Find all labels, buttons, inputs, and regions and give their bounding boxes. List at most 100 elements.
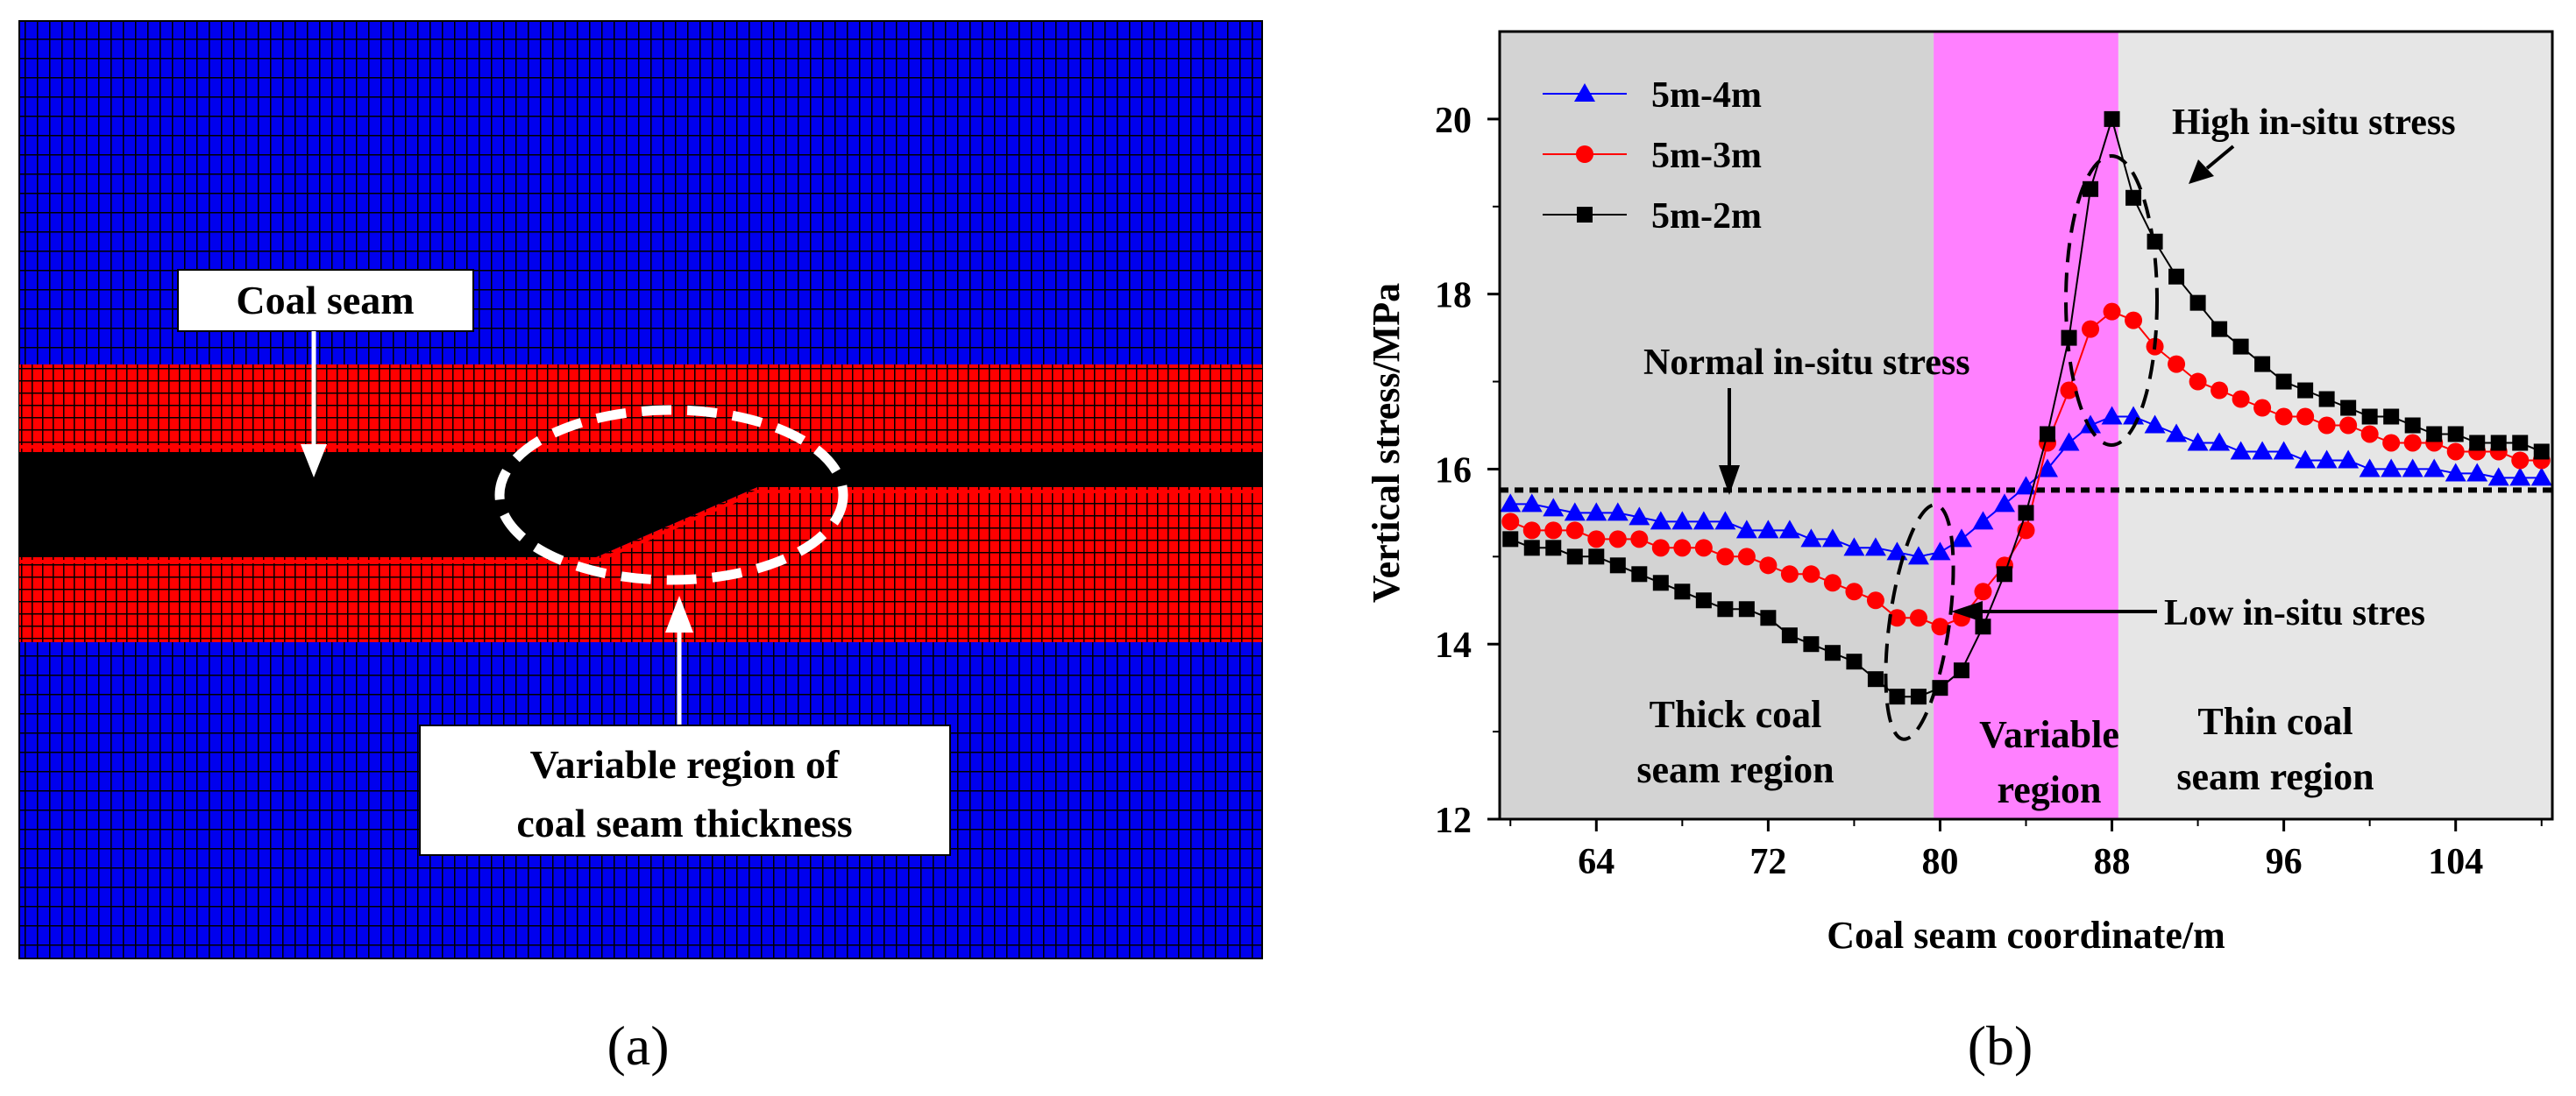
low-arrow-icon [1951, 601, 1983, 622]
normal-arrow-icon [1719, 465, 1740, 495]
data-point [2060, 381, 2078, 400]
data-point [1564, 502, 1586, 521]
thin-region-line2: seam region [2176, 755, 2374, 798]
data-point [1888, 609, 1906, 627]
data-point [1886, 541, 1908, 561]
data-point [1608, 530, 1627, 548]
data-point [1909, 609, 1927, 627]
legend-label: 5m-2m [1651, 196, 1762, 237]
data-point [1716, 548, 1735, 566]
coal-seam-callout: Coal seam [177, 269, 474, 477]
annotation-ellipses [1884, 154, 2159, 741]
data-point [2402, 458, 2423, 477]
legend-label: 5m-4m [1651, 75, 1762, 116]
thick-region-line1: Thick coal [1650, 693, 1822, 736]
data-point [1843, 537, 1865, 556]
data-point [2252, 441, 2274, 460]
legend-item-5m-3m: 5m-3m [1543, 136, 1762, 176]
data-point [1502, 531, 1519, 548]
variable-region-arrow-icon [665, 596, 693, 633]
series-5m-4m [1500, 406, 2552, 565]
data-point [2381, 458, 2402, 477]
x-tick-label: 72 [1749, 842, 1786, 882]
data-point [2273, 441, 2295, 460]
data-point [2426, 426, 2443, 442]
data-point [2446, 442, 2465, 461]
data-point [2168, 355, 2186, 373]
y-axis-title: Vertical stress/MPa [1365, 283, 1408, 603]
data-point [2080, 414, 2102, 434]
data-point [1650, 511, 1671, 530]
x-axis-title: Coal seam coordinate/m [1827, 914, 2225, 957]
data-point [2360, 425, 2379, 443]
data-point [2423, 458, 2445, 477]
high-stress-ellipse [2064, 154, 2159, 447]
data-point [2383, 408, 2400, 425]
data-point [2338, 449, 2360, 469]
variable-region-callout: Variable region of coal seam thickness [419, 596, 951, 856]
data-point [2487, 467, 2509, 486]
data-point [2490, 435, 2507, 451]
data-point [1717, 601, 1734, 618]
data-point [2168, 268, 2185, 285]
data-point [1889, 689, 1905, 705]
data-point [2187, 432, 2209, 451]
data-point [1565, 521, 1584, 540]
data-point [1757, 520, 1779, 539]
region-labels: Thick coal seam region Variable region T… [1636, 693, 2374, 811]
data-point [2359, 458, 2381, 477]
data-point [1803, 636, 1820, 653]
variable-region-label-line1: Variable region of [530, 742, 840, 787]
low-stress-ellipse [1884, 503, 1955, 741]
data-point [1652, 575, 1669, 591]
legend-label: 5m-3m [1651, 136, 1762, 176]
panel-a: Coal seam Variable region of coal seam t… [18, 20, 1263, 1077]
legend-marker [1577, 207, 1593, 223]
data-point [1692, 511, 1714, 530]
data-point [2404, 417, 2421, 434]
data-point [2466, 463, 2488, 482]
region-thick [1500, 32, 1934, 819]
data-point [1845, 583, 1863, 601]
normal-stress-label: Normal in-situ stress [1643, 343, 1970, 383]
data-point [2530, 467, 2552, 486]
data-point [2316, 449, 2338, 469]
data-point [2403, 434, 2422, 452]
region-backgrounds [1500, 32, 2552, 819]
data-point [1631, 566, 1648, 583]
data-point [1673, 539, 1692, 557]
data-point [1975, 619, 1991, 635]
data-point [1607, 502, 1629, 521]
x-tick-label: 104 [2428, 842, 2483, 882]
thin-region-line1: Thin coal [2197, 700, 2352, 743]
variable-region-line2: region [1998, 768, 2102, 811]
variable-region-label-line2: coal seam thickness [516, 801, 852, 845]
data-point [2254, 356, 2271, 372]
data-point [2317, 416, 2336, 435]
axes: 64 72 80 88 96 104 12 14 16 18 20 Coal seam coordin… [1365, 30, 2554, 957]
y-tick-label: 18 [1435, 276, 1472, 316]
y-tick-label: 14 [1435, 626, 1472, 666]
data-point [1864, 537, 1886, 556]
y-tick-label: 12 [1435, 801, 1472, 841]
data-point [1972, 511, 1994, 530]
data-point [1759, 556, 1778, 575]
legend-item-5m-4m: 5m-4m [1543, 75, 1762, 116]
data-point [1760, 610, 1777, 626]
data-point [1778, 520, 1800, 539]
thick-region-line2: seam region [1636, 748, 1834, 791]
data-point [1545, 540, 1562, 556]
data-point [2189, 372, 2207, 391]
data-point [2166, 423, 2188, 442]
series-layer [1500, 110, 2552, 705]
data-point [2018, 505, 2034, 521]
data-point [1735, 520, 1757, 539]
data-point [2295, 449, 2317, 469]
data-point [1907, 546, 1929, 565]
data-point [1629, 506, 1650, 526]
data-point [1929, 541, 1951, 561]
data-point [2211, 321, 2228, 337]
data-point [1780, 565, 1799, 583]
annotations: Normal in-situ stress High in-situ stres… [1643, 103, 2456, 633]
